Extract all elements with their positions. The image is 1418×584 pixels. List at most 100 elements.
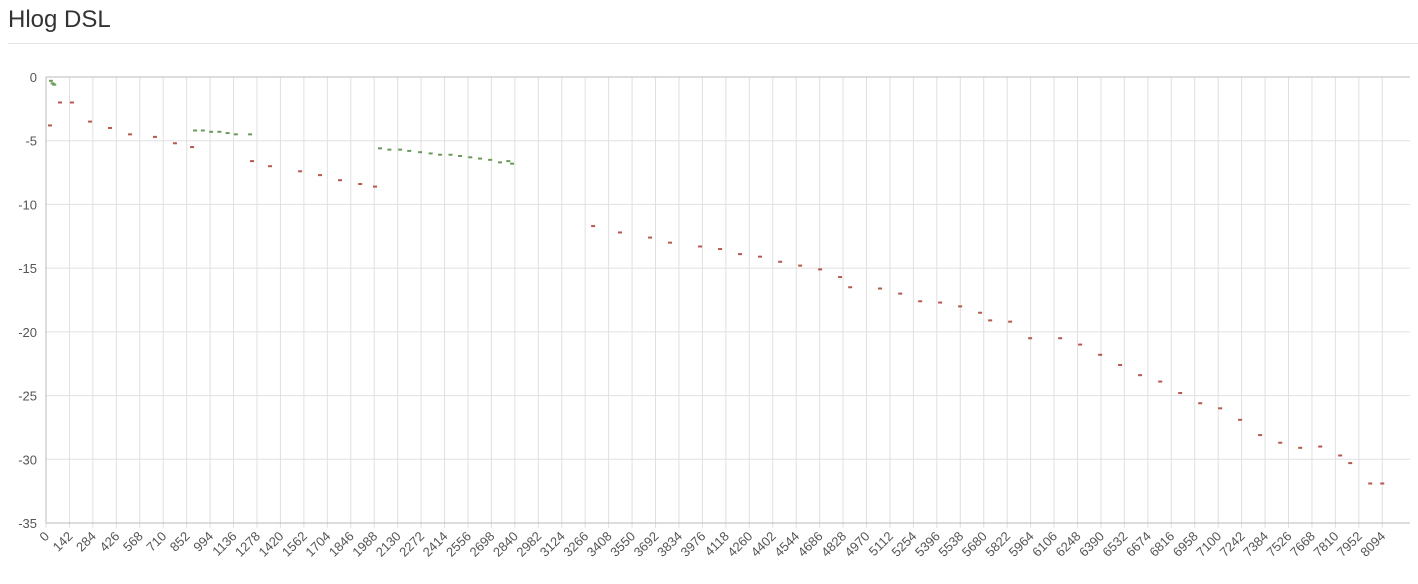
data-point xyxy=(738,253,743,256)
data-point xyxy=(48,79,53,82)
data-point xyxy=(377,147,382,150)
y-tick-label: -20 xyxy=(18,325,37,340)
data-point xyxy=(1158,380,1163,383)
data-point xyxy=(250,160,255,163)
x-tick-label: 1562 xyxy=(279,529,310,560)
data-point xyxy=(200,129,205,132)
x-tick-label: 8094 xyxy=(1357,529,1388,560)
data-point xyxy=(387,148,392,151)
data-point xyxy=(468,156,473,159)
data-point xyxy=(848,286,853,289)
x-tick-label: 7242 xyxy=(1217,529,1248,560)
x-tick-label: 7810 xyxy=(1310,529,1341,560)
data-point xyxy=(878,287,883,290)
y-tick-label: -5 xyxy=(25,134,37,149)
x-tick-label: 5822 xyxy=(982,529,1013,560)
data-point xyxy=(591,225,596,228)
data-point xyxy=(918,300,923,303)
data-point xyxy=(358,183,363,186)
data-point xyxy=(958,305,963,308)
x-tick-label: 5112 xyxy=(866,529,896,559)
data-point xyxy=(988,319,993,322)
data-point xyxy=(506,160,511,163)
x-tick-label: 5396 xyxy=(912,529,943,560)
data-point xyxy=(108,126,113,129)
data-point xyxy=(248,133,253,136)
data-point xyxy=(1058,337,1063,340)
data-point xyxy=(818,268,823,271)
data-point xyxy=(458,155,463,158)
x-tick-label: 7952 xyxy=(1334,529,1365,560)
x-tick-label: 3124 xyxy=(537,529,568,560)
data-point xyxy=(1258,434,1263,437)
data-point xyxy=(398,148,403,151)
data-point xyxy=(172,142,177,145)
data-point xyxy=(268,165,273,168)
data-point xyxy=(898,292,903,295)
data-point xyxy=(618,231,623,234)
x-tick-label: 3266 xyxy=(560,529,591,560)
x-tick-label: 6106 xyxy=(1029,529,1060,560)
data-point xyxy=(1008,320,1013,323)
data-point xyxy=(418,151,423,154)
x-tick-label: 1988 xyxy=(349,529,380,560)
x-tick-label: 2272 xyxy=(396,529,427,560)
x-tick-label: 4970 xyxy=(842,529,873,560)
x-tick-label: 7384 xyxy=(1240,529,1271,560)
data-point xyxy=(778,260,783,263)
data-point xyxy=(938,301,943,304)
data-point xyxy=(1298,446,1303,449)
data-point xyxy=(698,245,703,248)
data-point xyxy=(668,241,673,244)
x-tick-label: 568 xyxy=(120,529,146,555)
data-point xyxy=(510,162,515,165)
data-point xyxy=(52,83,57,86)
data-point xyxy=(47,124,52,127)
x-tick-label: 5964 xyxy=(1006,529,1037,560)
data-point xyxy=(978,311,983,314)
x-tick-label: 1704 xyxy=(302,529,333,560)
data-point xyxy=(50,82,55,85)
x-tick-label: 7526 xyxy=(1264,529,1295,560)
data-point xyxy=(193,129,198,132)
x-tick-label: 4260 xyxy=(724,529,755,560)
x-tick-label: 4686 xyxy=(795,529,826,560)
x-tick-label: 4544 xyxy=(771,529,802,560)
x-tick-label: 4402 xyxy=(748,529,779,560)
x-tick-label: 1136 xyxy=(209,529,239,559)
chart-title: Hlog DSL xyxy=(8,6,111,33)
x-tick-label: 2556 xyxy=(443,529,474,560)
x-tick-label: 6816 xyxy=(1146,529,1177,560)
data-point xyxy=(1338,454,1343,457)
data-point xyxy=(1098,353,1103,356)
data-point xyxy=(209,130,214,133)
x-tick-label: 2698 xyxy=(466,529,497,560)
y-tick-label: -10 xyxy=(18,197,37,212)
data-point xyxy=(838,276,843,279)
x-tick-label: 0 xyxy=(36,529,52,545)
x-tick-label: 852 xyxy=(167,529,193,555)
data-point xyxy=(1348,462,1353,465)
data-point xyxy=(338,179,343,182)
data-point xyxy=(798,264,803,267)
x-tick-label: 710 xyxy=(143,529,169,555)
x-tick-label: 4118 xyxy=(702,529,732,559)
data-point xyxy=(318,174,323,177)
data-point xyxy=(217,130,222,133)
data-point xyxy=(407,149,412,152)
data-point xyxy=(1368,482,1373,485)
x-tick-label: 3976 xyxy=(677,529,708,560)
data-point xyxy=(448,153,453,156)
data-point xyxy=(69,101,74,104)
y-tick-label: -30 xyxy=(18,452,37,467)
data-point xyxy=(438,153,443,156)
x-tick-label: 5680 xyxy=(959,529,990,560)
data-point xyxy=(718,248,723,251)
x-tick-label: 4828 xyxy=(818,529,849,560)
x-tick-label: 6532 xyxy=(1099,529,1130,560)
x-tick-label: 2414 xyxy=(420,529,451,560)
data-point xyxy=(1138,374,1143,377)
x-tick-label: 6248 xyxy=(1053,529,1084,560)
x-tick-label: 1278 xyxy=(232,529,263,560)
